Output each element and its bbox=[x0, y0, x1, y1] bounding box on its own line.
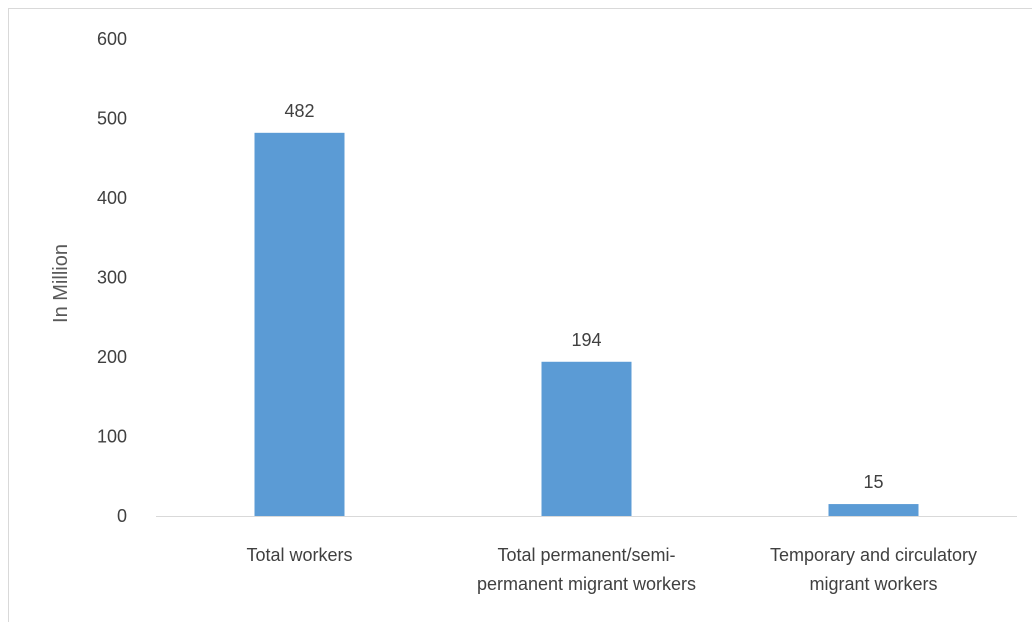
y-tick-label: 200 bbox=[97, 347, 127, 367]
bar bbox=[541, 361, 632, 516]
data-label: 482 bbox=[284, 101, 314, 121]
bar-chart: 0 100 200 300 400 500 600 482 194 15 Total worke… bbox=[50, 29, 1017, 594]
y-tick-label: 600 bbox=[97, 29, 127, 49]
y-axis-tick-labels: 0 100 200 300 400 500 600 bbox=[97, 29, 127, 526]
y-tick-label: 400 bbox=[97, 188, 127, 208]
bar bbox=[828, 504, 919, 516]
chart-frame: 0 100 200 300 400 500 600 482 194 15 Total worke… bbox=[8, 8, 1032, 622]
y-axis-title: In Million bbox=[50, 244, 72, 323]
y-tick-label: 500 bbox=[97, 109, 127, 129]
category-label: migrant workers bbox=[809, 574, 937, 594]
data-label: 15 bbox=[863, 472, 883, 492]
y-tick-label: 100 bbox=[97, 427, 127, 447]
y-tick-label: 300 bbox=[97, 268, 127, 288]
data-label: 194 bbox=[571, 330, 601, 350]
category-label: Total workers bbox=[246, 545, 352, 565]
category-labels: Total workers Total permanent/semi-perman… bbox=[246, 545, 977, 594]
y-tick-label: 0 bbox=[117, 506, 127, 526]
category-label: Temporary and circulatory bbox=[770, 545, 977, 565]
bar bbox=[254, 132, 345, 516]
category-label: permanent migrant workers bbox=[477, 574, 696, 594]
category-label: Total permanent/semi- bbox=[497, 545, 675, 565]
data-labels: 482 194 15 bbox=[284, 101, 883, 492]
bars bbox=[254, 132, 919, 516]
